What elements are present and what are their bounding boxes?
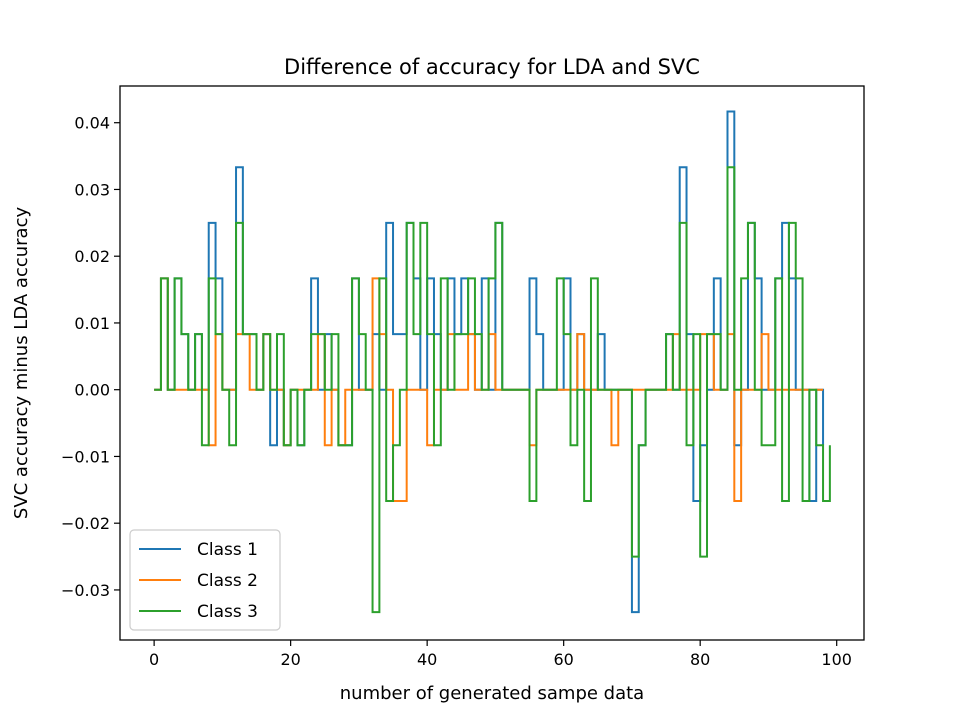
- plot-area-frame: [119, 85, 865, 641]
- legend: Class 1 Class 2 Class 3: [129, 529, 281, 631]
- x-tick-label: 60: [553, 650, 573, 669]
- y-tick-label: 0.02: [74, 247, 110, 266]
- y-tick-label: 0.00: [74, 381, 110, 400]
- series-line-class-3: [154, 166, 831, 614]
- x-tick-label: 80: [690, 650, 710, 669]
- y-tick-label: −0.03: [61, 581, 110, 600]
- legend-label-class-3: Class 3: [197, 602, 258, 622]
- x-axis-ticks: 0 20 40 60 80 100: [149, 640, 852, 669]
- y-tick-label: −0.01: [61, 447, 110, 466]
- y-tick-label: 0.04: [74, 114, 110, 133]
- x-tick-label: 0: [149, 650, 159, 669]
- y-axis-label: SVC accuracy minus LDA accuracy: [11, 207, 32, 520]
- x-tick-label: 100: [821, 650, 852, 669]
- y-tick-label: 0.01: [74, 314, 110, 333]
- legend-label-class-2: Class 2: [197, 571, 258, 591]
- y-tick-label: 0.03: [74, 180, 110, 199]
- legend-label-class-1: Class 1: [197, 540, 258, 560]
- y-axis-ticks: −0.03 −0.02 −0.01 0.00 0.01 0.02 0.03 0.04: [61, 114, 120, 600]
- legend-entries: Class 1 Class 2 Class 3: [139, 540, 258, 622]
- y-tick-label: −0.02: [61, 514, 110, 533]
- chart-title: Difference of accuracy for LDA and SVC: [284, 55, 700, 79]
- legend-frame: [129, 529, 281, 631]
- x-tick-label: 20: [280, 650, 300, 669]
- x-axis-label: number of generated sampe data: [340, 683, 644, 704]
- plot-series-group: [154, 110, 831, 614]
- x-tick-label: 40: [417, 650, 437, 669]
